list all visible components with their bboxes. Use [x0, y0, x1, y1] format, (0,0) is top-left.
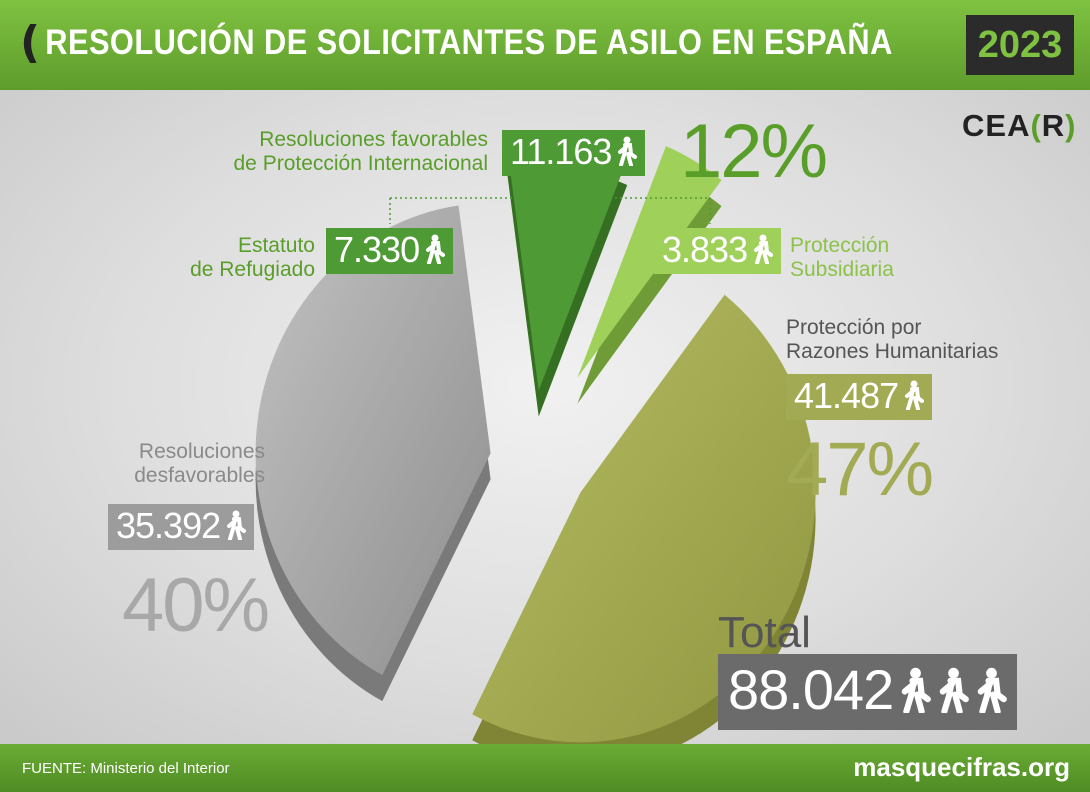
slice-subsidiaria-top: [577, 146, 722, 378]
subsidiaria-label-line1: Protección: [790, 234, 890, 257]
total-label: Total: [718, 608, 811, 657]
footer-bar: [0, 744, 1090, 792]
desfavorables-count-box: 35.392: [108, 504, 255, 551]
humanitarias-count-box: 41.487: [786, 374, 933, 421]
favorable-label-line1: Resoluciones favorables: [259, 128, 488, 151]
favorable-label: Resoluciones favorables de Protección In…: [168, 128, 489, 176]
humanitarias-label-line1: Protección por: [786, 316, 922, 339]
slice-desfavorables: [255, 205, 491, 702]
site-link[interactable]: masquecifras.org: [853, 752, 1070, 782]
page-title: RESOLUCIÓN DE SOLICITANTES DE ASILO EN E…: [45, 23, 893, 62]
person-walking-icon: [751, 230, 774, 274]
logo-bracket-close: ): [1065, 108, 1077, 143]
favorable-percent: 12%: [680, 109, 828, 194]
refugiado-label: Estatuto de Refugiado: [150, 234, 315, 282]
logo-text: CEA: [962, 108, 1031, 143]
person-walking-icon: [423, 230, 446, 274]
subsidiaria-count: 3.833: [662, 229, 748, 270]
total-count-box: 88.042: [718, 654, 1018, 731]
title-bracket-open: (: [20, 17, 41, 68]
total-count: 88.042: [728, 658, 894, 721]
slice-refugiado-top: [506, 140, 628, 391]
person-walking-icon: [902, 376, 925, 420]
favorable-count: 11.163: [510, 131, 612, 172]
person-walking-icon: [615, 132, 638, 176]
person-walking-icon: [935, 658, 970, 730]
refugiado-label-line1: Estatuto: [237, 234, 315, 257]
source-note: FUENTE: Ministerio del Interior: [22, 760, 230, 777]
header-bar: ( RESOLUCIÓN DE SOLICITANTES DE ASILO EN…: [0, 0, 1090, 90]
cear-logo: CEA(R): [962, 108, 1077, 144]
subsidiaria-count-box: 3.833: [654, 228, 782, 275]
person-walking-icon: [224, 506, 247, 550]
favorable-count-box: 11.163: [502, 130, 646, 177]
humanitarias-label: Protección por Razones Humanitarias: [786, 316, 998, 364]
slice-desfavorables-top: [255, 205, 491, 676]
desfavorables-percent: 40%: [122, 563, 270, 648]
desfavorables-label: Resoluciones desfavorables: [100, 440, 265, 488]
refugiado-label-line2: de Refugiado: [190, 258, 315, 281]
slice-humanitarias-top: [472, 294, 816, 743]
desfavorables-count: 35.392: [116, 505, 221, 546]
refugiado-count-box: 7.330: [326, 228, 454, 275]
logo-bracket-open: (: [1030, 108, 1042, 143]
humanitarias-percent: 47%: [786, 427, 934, 512]
desfavorables-label-line2: desfavorables: [134, 464, 265, 487]
favorable-label-line2: de Protección Internacional: [233, 152, 489, 175]
year-badge: 2023: [966, 15, 1074, 75]
subsidiaria-label-line2: Subsidiaria: [790, 258, 894, 281]
person-walking-icon: [973, 658, 1008, 730]
title-wrap: ( RESOLUCIÓN DE SOLICITANTES DE ASILO EN…: [20, 14, 1015, 72]
humanitarias-count: 41.487: [794, 375, 899, 416]
person-walking-icon: [897, 658, 932, 730]
desfavorables-label-line1: Resoluciones: [138, 440, 265, 463]
subsidiaria-label: Protección Subsidiaria: [790, 234, 894, 282]
humanitarias-label-line2: Razones Humanitarias: [786, 340, 999, 363]
connector-lines: [389, 176, 711, 224]
refugiado-count: 7.330: [334, 229, 420, 270]
slice-refugiado: [506, 140, 628, 417]
logo-letter: R: [1041, 108, 1066, 143]
